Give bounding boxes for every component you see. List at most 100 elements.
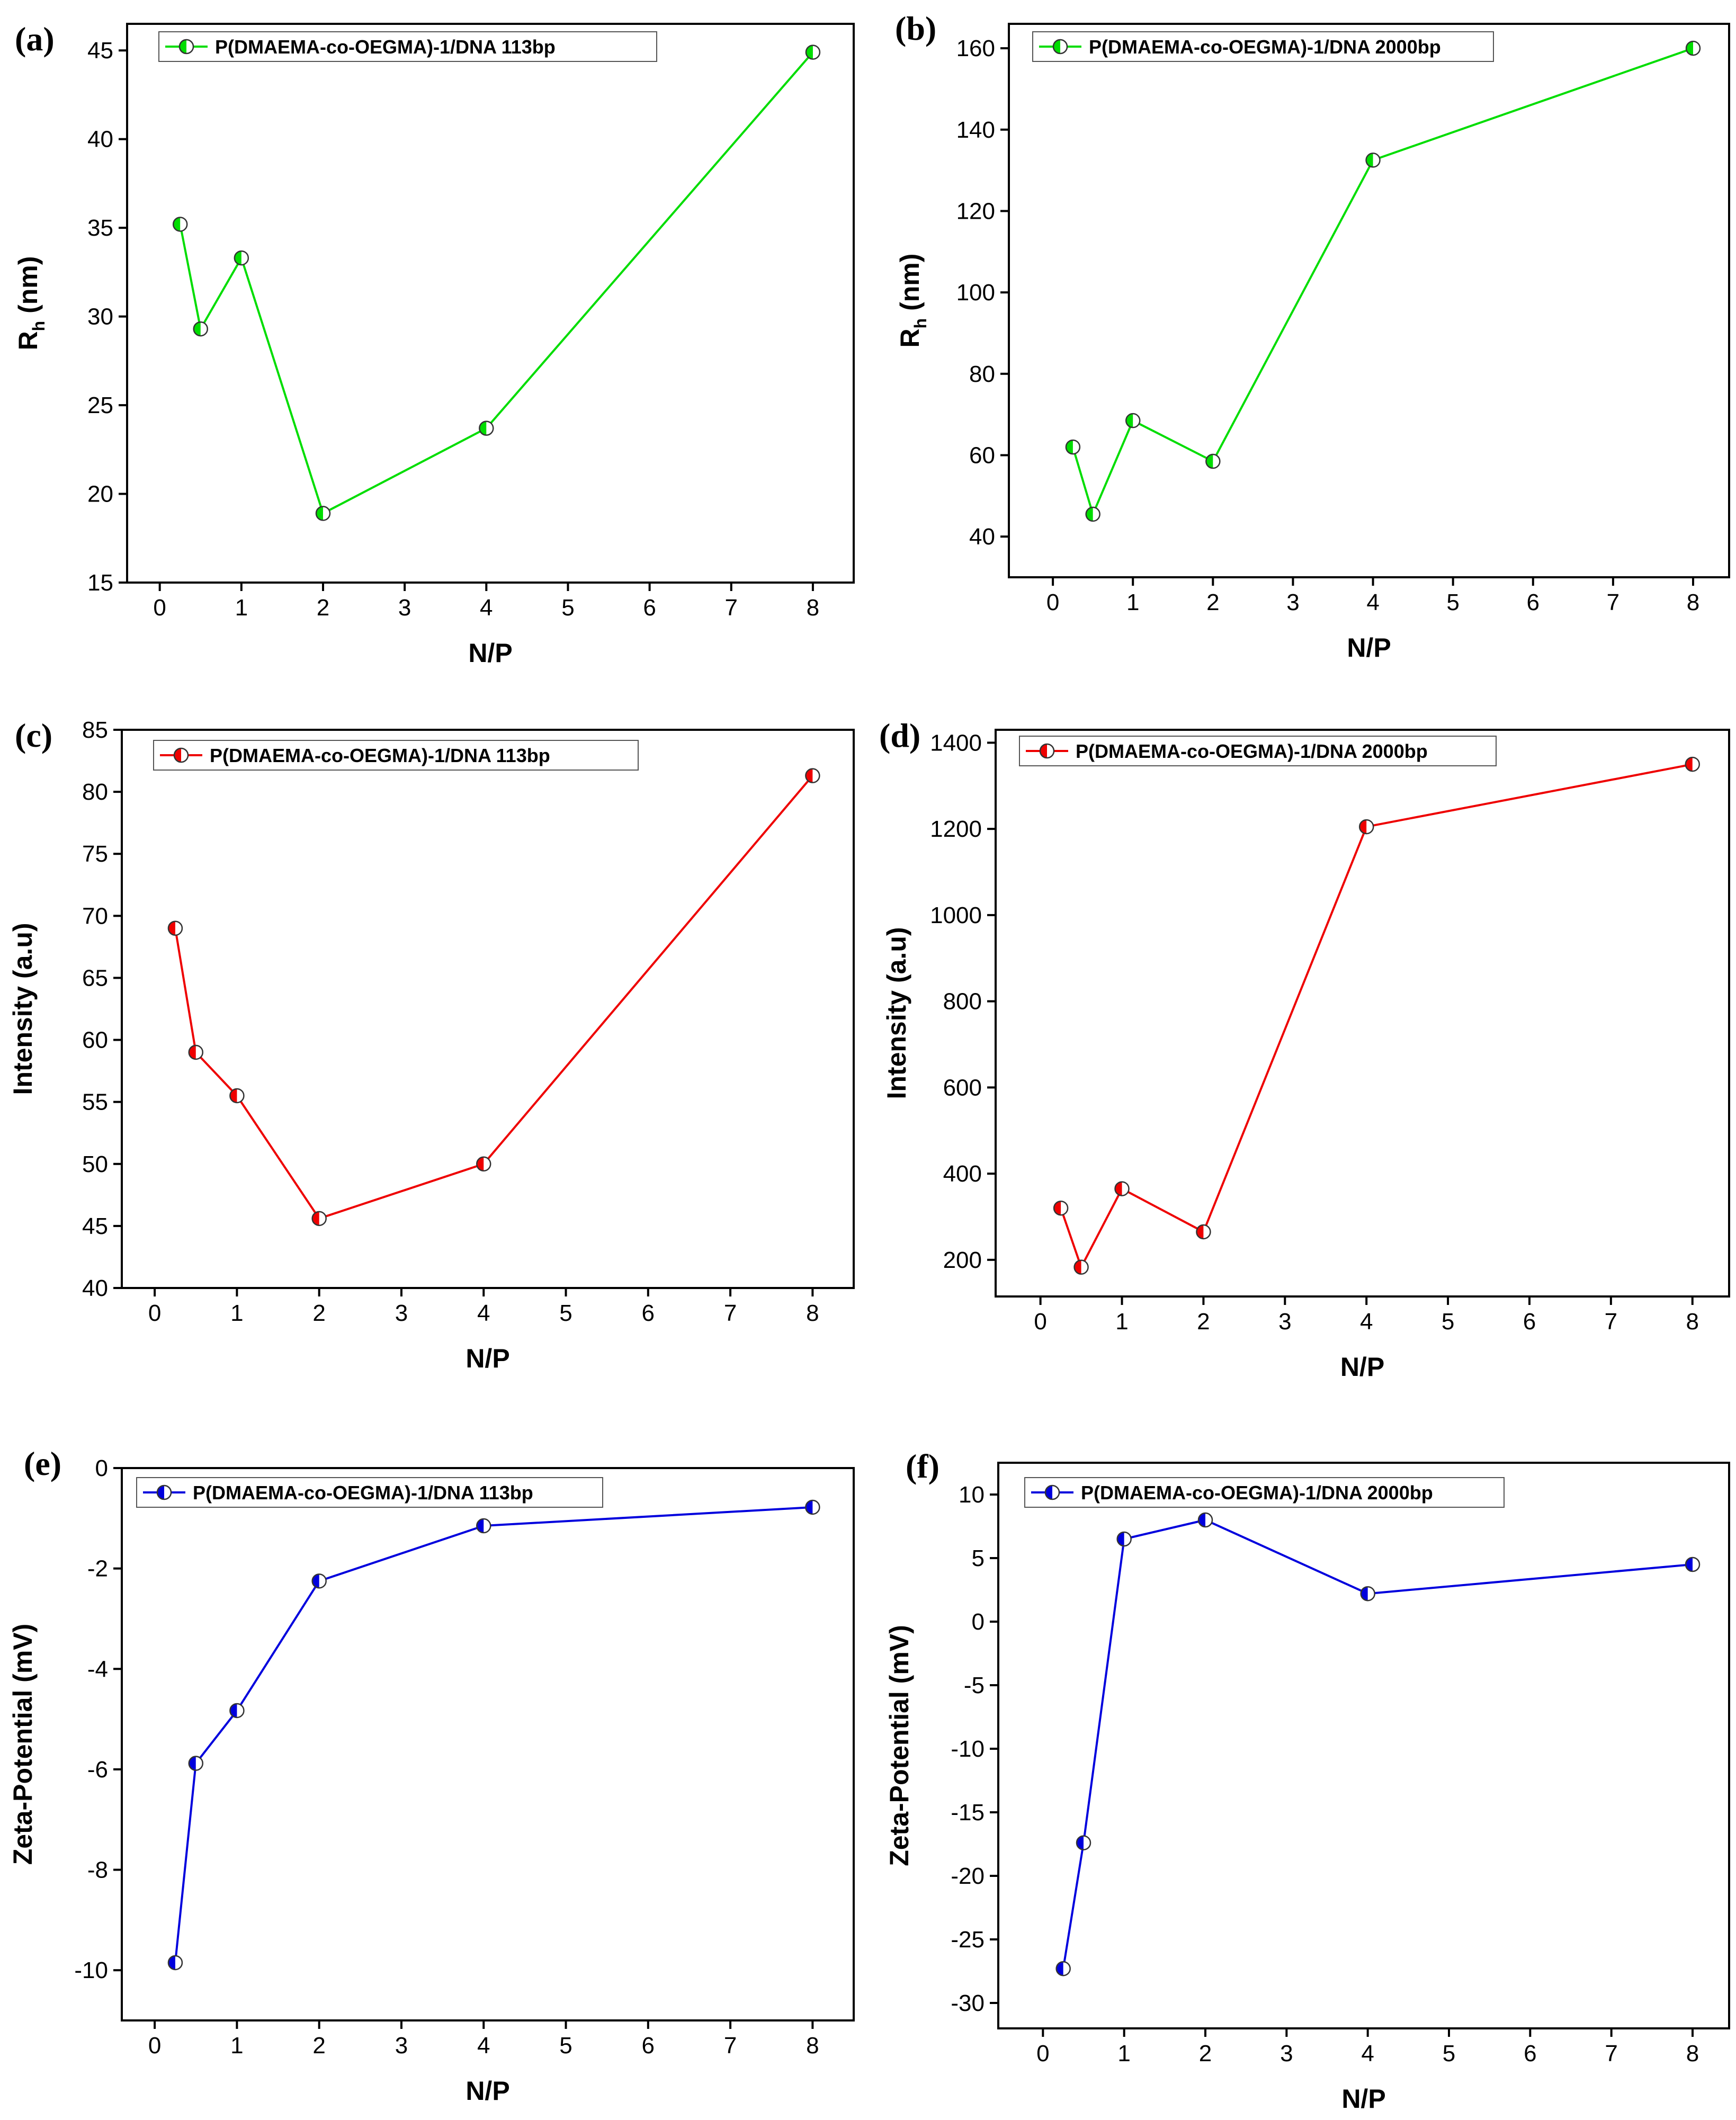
data-point: [1685, 40, 1701, 56]
legend-box: [1019, 736, 1497, 766]
marker-half: [1066, 440, 1073, 454]
x-tick-label: 5: [1446, 589, 1459, 615]
series-line: [174, 1506, 813, 1963]
legend-marker: [1044, 1484, 1060, 1500]
marker-outline: [1360, 1586, 1375, 1602]
x-tick-label: 2: [1206, 589, 1219, 615]
marker-outline: [188, 1756, 204, 1771]
marker-outline: [193, 321, 208, 337]
y-tick-label: 80: [82, 779, 108, 805]
marker-half: [230, 1088, 237, 1103]
y-tick-label: -4: [87, 1656, 108, 1682]
panel-label: (f): [906, 1447, 939, 1485]
marker-half: [168, 1955, 175, 1970]
marker-outline: [311, 1573, 327, 1589]
marker-outline: [1044, 1484, 1060, 1500]
plot-frame: [1008, 23, 1730, 578]
data-point: [1055, 1961, 1071, 1976]
x-tick-label: 7: [1607, 589, 1619, 615]
y-axis-title-unit: (nm): [895, 254, 925, 318]
marker-half: [173, 217, 181, 231]
y-tick-label: 0: [95, 1455, 108, 1481]
marker-half: [1685, 757, 1693, 772]
y-axis-title-subscript: h: [911, 318, 930, 329]
x-axis-title: N/P: [468, 638, 512, 668]
legend: P(DMAEMA-co-OEGMA)-1/DNA 2000bp: [1032, 31, 1494, 62]
legend-label: P(DMAEMA-co-OEGMA)-1/DNA 2000bp: [1076, 740, 1428, 762]
marker-outline: [1114, 1181, 1130, 1196]
marker-outline: [1076, 1835, 1091, 1850]
data-point: [1116, 1531, 1132, 1547]
x-tick-label: 7: [724, 1300, 737, 1326]
y-tick-label: 75: [82, 841, 108, 867]
marker-half: [1040, 744, 1047, 758]
x-tick-label: 3: [395, 1300, 408, 1326]
x-tick-label: 6: [1527, 589, 1540, 615]
marker-half: [1686, 1558, 1693, 1571]
y-tick-label: -10: [951, 1736, 985, 1762]
plot-frame: [126, 23, 855, 584]
marker-outline: [234, 250, 249, 266]
y-tick-label: 60: [969, 442, 995, 468]
legend-box: [1024, 1477, 1505, 1508]
marker-outline: [188, 1044, 204, 1060]
marker-half: [189, 1045, 196, 1059]
marker-half: [1366, 153, 1373, 167]
y-axis-title-unit: (nm): [13, 256, 43, 321]
y-tick-label: 65: [82, 965, 108, 991]
x-axis-title: N/P: [1347, 633, 1391, 663]
data-point: [1053, 1200, 1069, 1216]
y-tick-label: 40: [82, 1275, 108, 1301]
data-point: [1360, 1586, 1375, 1602]
y-tick-label: 800: [943, 989, 982, 1015]
y-tick-label: -30: [951, 1990, 985, 2016]
x-tick-label: 2: [1197, 1309, 1210, 1335]
y-tick-label: -20: [951, 1863, 985, 1889]
marker-outline: [167, 920, 183, 936]
y-tick-label: 600: [943, 1075, 982, 1101]
x-axis-title: N/P: [1341, 2084, 1385, 2114]
marker-outline: [311, 1211, 327, 1227]
y-tick-label: 35: [87, 215, 113, 241]
marker-half: [312, 1574, 319, 1588]
marker-outline: [1039, 743, 1055, 759]
marker-outline: [1073, 1259, 1089, 1275]
x-tick-label: 1: [235, 595, 248, 621]
data-point: [229, 1088, 245, 1104]
marker-half: [193, 322, 201, 336]
marker-outline: [805, 1499, 820, 1515]
data-point: [311, 1211, 327, 1227]
panel-label: (a): [15, 20, 55, 58]
x-tick-label: 8: [807, 595, 819, 621]
y-tick-label: 20: [87, 481, 113, 507]
x-tick-label: 4: [1361, 2041, 1374, 2067]
marker-half: [234, 251, 241, 265]
x-tick-label: 0: [1036, 2041, 1049, 2067]
x-tick-label: 8: [1686, 1309, 1699, 1335]
marker-half: [479, 421, 487, 435]
data-point: [315, 506, 331, 521]
y-tick-label: 45: [82, 1213, 108, 1239]
x-tick-label: 6: [1523, 1309, 1536, 1335]
chart-panel-e: (e) 0 1 2 3 4 5 6 7 8 -10 -8 -6 -4 -2 0 N/P Zeta-Potentia…: [8, 1445, 855, 2106]
y-tick-label: 60: [82, 1027, 108, 1053]
data-point: [1065, 439, 1081, 455]
x-tick-label: 0: [148, 1300, 161, 1326]
x-tick-label: 2: [1199, 2041, 1212, 2067]
y-tick-label: 1200: [930, 816, 982, 842]
marker-half: [1126, 414, 1133, 428]
legend-label: P(DMAEMA-co-OEGMA)-1/DNA 113bp: [215, 36, 556, 58]
x-axis-title: N/P: [466, 2076, 509, 2106]
data-point: [234, 250, 249, 266]
x-axis-title: N/P: [1340, 1352, 1384, 1382]
panel-label: (d): [879, 717, 920, 754]
data-point: [172, 217, 188, 232]
legend-marker: [1052, 39, 1068, 55]
marker-outline: [1205, 453, 1221, 469]
y-tick-label: 5: [972, 1545, 985, 1571]
data-point: [1197, 1512, 1213, 1528]
marker-half: [1359, 820, 1367, 834]
legend-box: [153, 740, 639, 771]
data-point: [1358, 819, 1374, 835]
